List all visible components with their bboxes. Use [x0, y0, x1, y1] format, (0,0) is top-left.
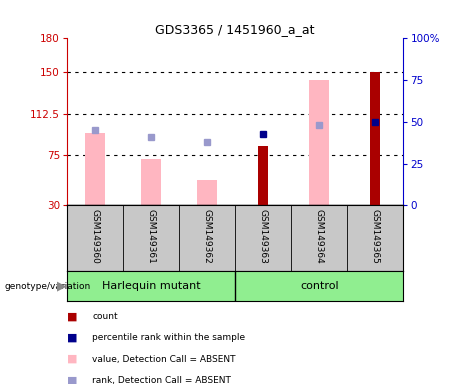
- Text: GSM149360: GSM149360: [90, 209, 100, 263]
- Title: GDS3365 / 1451960_a_at: GDS3365 / 1451960_a_at: [155, 23, 315, 36]
- Bar: [309, 79, 329, 205]
- Text: ■: ■: [67, 333, 77, 343]
- Text: ■: ■: [67, 354, 77, 364]
- Bar: [85, 133, 105, 205]
- Bar: [370, 72, 380, 205]
- Text: ■: ■: [67, 312, 77, 322]
- Text: GSM149361: GSM149361: [147, 209, 155, 263]
- Text: GSM149365: GSM149365: [371, 209, 380, 263]
- Text: ▶: ▶: [58, 280, 67, 293]
- Text: rank, Detection Call = ABSENT: rank, Detection Call = ABSENT: [92, 376, 231, 384]
- Bar: [197, 180, 217, 205]
- Text: genotype/variation: genotype/variation: [5, 281, 91, 291]
- Text: Harlequin mutant: Harlequin mutant: [102, 281, 200, 291]
- Text: count: count: [92, 312, 118, 321]
- Text: GSM149364: GSM149364: [315, 209, 324, 263]
- Text: control: control: [300, 281, 338, 291]
- Text: GSM149363: GSM149363: [259, 209, 268, 263]
- Text: percentile rank within the sample: percentile rank within the sample: [92, 333, 245, 343]
- Text: ■: ■: [67, 375, 77, 384]
- Text: GSM149362: GSM149362: [202, 209, 212, 263]
- Text: value, Detection Call = ABSENT: value, Detection Call = ABSENT: [92, 354, 236, 364]
- Bar: [258, 146, 268, 205]
- Bar: [141, 159, 161, 205]
